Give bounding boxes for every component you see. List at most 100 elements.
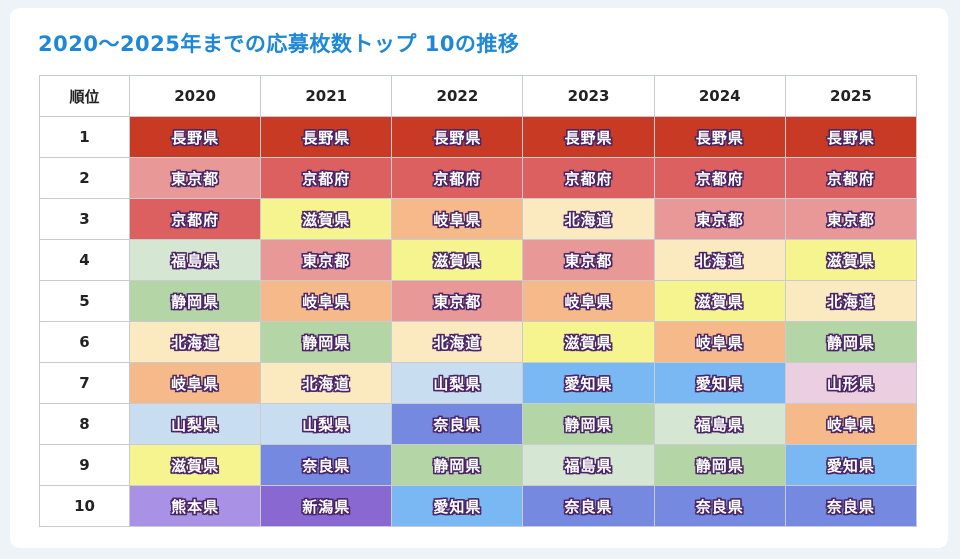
prefecture-cell: 東京都 bbox=[784, 198, 918, 240]
prefecture-cell: 静岡県 bbox=[260, 321, 393, 363]
prefecture-cell: 奈良県 bbox=[260, 444, 393, 486]
prefecture-cell: 静岡県 bbox=[653, 444, 786, 486]
rank-cell: 5 bbox=[39, 280, 130, 322]
prefecture-label: 奈良県 bbox=[826, 497, 875, 516]
prefecture-cell: 熊本県 bbox=[128, 485, 262, 527]
prefecture-label: 京都府 bbox=[564, 169, 613, 188]
header-year: 2024 bbox=[653, 75, 786, 117]
prefecture-cell: 長野県 bbox=[128, 116, 262, 158]
prefecture-cell: 北海道 bbox=[260, 362, 393, 404]
prefecture-label: 岐阜県 bbox=[302, 292, 351, 311]
prefecture-label: 愛知県 bbox=[433, 497, 482, 516]
prefecture-cell: 東京都 bbox=[391, 280, 524, 322]
table-row: 5 静岡県 岐阜県 東京都 岐阜県 滋賀県 北海道 bbox=[39, 280, 918, 322]
prefecture-label: 東京都 bbox=[171, 169, 220, 188]
prefecture-label: 福島県 bbox=[695, 415, 744, 434]
header-year: 2025 bbox=[784, 75, 918, 117]
prefecture-label: 滋賀県 bbox=[564, 333, 613, 352]
prefecture-cell: 長野県 bbox=[391, 116, 524, 158]
rank-cell: 4 bbox=[39, 239, 130, 281]
prefecture-label: 静岡県 bbox=[171, 292, 220, 311]
header-year: 2020 bbox=[128, 75, 262, 117]
prefecture-label: 山形県 bbox=[826, 374, 875, 393]
prefecture-cell: 東京都 bbox=[522, 239, 655, 281]
prefecture-label: 滋賀県 bbox=[433, 251, 482, 270]
prefecture-label: 長野県 bbox=[564, 128, 613, 147]
prefecture-cell: 北海道 bbox=[784, 280, 918, 322]
prefecture-cell: 山梨県 bbox=[260, 403, 393, 445]
prefecture-label: 新潟県 bbox=[302, 497, 351, 516]
prefecture-cell: 長野県 bbox=[784, 116, 918, 158]
prefecture-label: 北海道 bbox=[564, 210, 613, 229]
rank-cell: 2 bbox=[39, 157, 130, 199]
rank-cell: 7 bbox=[39, 362, 130, 404]
prefecture-label: 東京都 bbox=[826, 210, 875, 229]
prefecture-cell: 愛知県 bbox=[522, 362, 655, 404]
prefecture-label: 熊本県 bbox=[171, 497, 220, 516]
prefecture-label: 滋賀県 bbox=[826, 251, 875, 270]
prefecture-label: 京都府 bbox=[302, 169, 351, 188]
prefecture-label: 北海道 bbox=[826, 292, 875, 311]
header-rank: 順位 bbox=[39, 75, 130, 117]
prefecture-cell: 愛知県 bbox=[653, 362, 786, 404]
prefecture-label: 岐阜県 bbox=[171, 374, 220, 393]
prefecture-label: 静岡県 bbox=[564, 415, 613, 434]
prefecture-cell: 京都府 bbox=[784, 157, 918, 199]
page-title: 2020〜2025年までの応募枚数トップ 10の推移 bbox=[38, 32, 520, 56]
prefecture-label: 静岡県 bbox=[433, 456, 482, 475]
prefecture-label: 北海道 bbox=[433, 333, 482, 352]
table-row: 6 北海道 静岡県 北海道 滋賀県 岐阜県 静岡県 bbox=[39, 321, 918, 363]
prefecture-label: 静岡県 bbox=[826, 333, 875, 352]
rank-cell: 9 bbox=[39, 444, 130, 486]
prefecture-cell: 京都府 bbox=[128, 198, 262, 240]
prefecture-cell: 愛知県 bbox=[391, 485, 524, 527]
prefecture-cell: 新潟県 bbox=[260, 485, 393, 527]
prefecture-cell: 岐阜県 bbox=[128, 362, 262, 404]
prefecture-cell: 東京都 bbox=[128, 157, 262, 199]
prefecture-cell: 奈良県 bbox=[784, 485, 918, 527]
prefecture-cell: 奈良県 bbox=[522, 485, 655, 527]
prefecture-cell: 静岡県 bbox=[784, 321, 918, 363]
prefecture-label: 岐阜県 bbox=[564, 292, 613, 311]
prefecture-cell: 長野県 bbox=[260, 116, 393, 158]
prefecture-label: 福島県 bbox=[171, 251, 220, 270]
prefecture-label: 東京都 bbox=[564, 251, 613, 270]
rank-cell: 3 bbox=[39, 198, 130, 240]
prefecture-cell: 滋賀県 bbox=[391, 239, 524, 281]
prefecture-label: 滋賀県 bbox=[302, 210, 351, 229]
prefecture-cell: 長野県 bbox=[653, 116, 786, 158]
prefecture-label: 山梨県 bbox=[433, 374, 482, 393]
prefecture-cell: 京都府 bbox=[260, 157, 393, 199]
prefecture-label: 愛知県 bbox=[695, 374, 744, 393]
prefecture-cell: 愛知県 bbox=[784, 444, 918, 486]
prefecture-cell: 滋賀県 bbox=[128, 444, 262, 486]
prefecture-label: 奈良県 bbox=[564, 497, 613, 516]
prefecture-label: 長野県 bbox=[433, 128, 482, 147]
table-row: 7 岐阜県 北海道 山梨県 愛知県 愛知県 山形県 bbox=[39, 362, 918, 404]
table-row: 1 長野県 長野県 長野県 長野県 長野県 長野県 bbox=[39, 116, 918, 158]
prefecture-cell: 福島県 bbox=[522, 444, 655, 486]
prefecture-cell: 滋賀県 bbox=[522, 321, 655, 363]
table-row: 2 東京都 京都府 京都府 京都府 京都府 京都府 bbox=[39, 157, 918, 199]
rank-cell: 6 bbox=[39, 321, 130, 363]
prefecture-label: 京都府 bbox=[695, 169, 744, 188]
prefecture-cell: 滋賀県 bbox=[784, 239, 918, 281]
rank-cell: 1 bbox=[39, 116, 130, 158]
prefecture-label: 長野県 bbox=[171, 128, 220, 147]
prefecture-cell: 岐阜県 bbox=[522, 280, 655, 322]
prefecture-cell: 東京都 bbox=[653, 198, 786, 240]
prefecture-cell: 岐阜県 bbox=[653, 321, 786, 363]
prefecture-cell: 岐阜県 bbox=[784, 403, 918, 445]
prefecture-label: 長野県 bbox=[302, 128, 351, 147]
ranking-table: 順位 2020 2021 2022 2023 2024 2025 1 長野県 長野県… bbox=[39, 75, 918, 527]
prefecture-label: 山梨県 bbox=[302, 415, 351, 434]
prefecture-label: 東京都 bbox=[433, 292, 482, 311]
prefecture-cell: 京都府 bbox=[522, 157, 655, 199]
table-row: 3 京都府 滋賀県 岐阜県 北海道 東京都 東京都 bbox=[39, 198, 918, 240]
prefecture-label: 奈良県 bbox=[695, 497, 744, 516]
prefecture-label: 長野県 bbox=[826, 128, 875, 147]
prefecture-cell: 福島県 bbox=[128, 239, 262, 281]
prefecture-label: 山梨県 bbox=[171, 415, 220, 434]
prefecture-label: 静岡県 bbox=[302, 333, 351, 352]
prefecture-label: 東京都 bbox=[695, 210, 744, 229]
